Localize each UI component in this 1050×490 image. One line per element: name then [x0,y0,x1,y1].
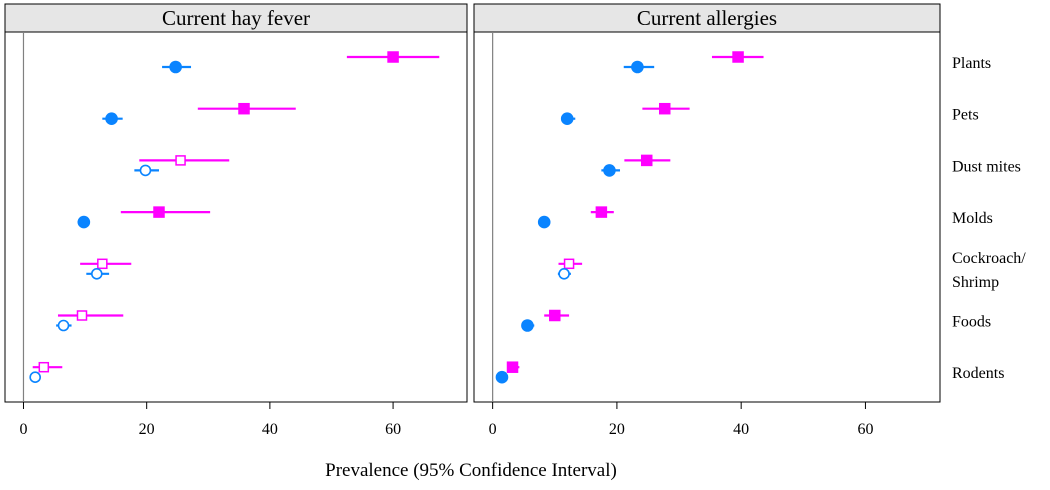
panel-strip [4,3,468,33]
point-square [658,102,671,115]
x-axis-label: Prevalence (95% Confidence Interval) [325,460,617,481]
category-labels: Plants Pets Dust mites Molds Cockroach/Shrim… [952,55,1026,382]
point-circle [537,215,551,229]
point-square [549,309,561,322]
panel-2: Current allergies 0 20 40 60 [473,3,941,438]
point-square [175,155,186,166]
point-circle [603,164,616,177]
point-square [506,361,519,373]
plot-frame [4,31,468,403]
point-square [38,361,50,373]
point-circle [57,319,70,332]
panel-title: Current allergies [637,6,777,30]
x-tick-label: 20 [139,421,155,438]
point-square [153,206,165,218]
point-circle [77,215,91,229]
point-circle [558,267,570,280]
point-square [387,51,399,63]
x-tick-label: 60 [385,421,401,438]
point-circle [139,164,152,177]
point-circle [495,370,509,384]
point-square [595,206,608,218]
point-circle [29,371,41,384]
category-label: Pets [952,107,979,124]
point-circle [105,112,118,125]
x-tick-label: 40 [733,421,749,438]
x-tick-label: 0 [19,421,27,438]
panel-title: Current hay fever [162,6,310,30]
panel-strip [473,3,941,33]
point-square [238,102,250,115]
category-label: Dust mites [952,158,1021,175]
x-tick-label: 40 [262,421,278,438]
category-label: Foods [952,314,991,331]
x-tick-label: 60 [857,421,873,438]
point-square [732,51,744,63]
point-square [97,258,108,270]
plot-frame [473,31,941,403]
point-circle [521,319,534,332]
category-label: Cockroach/Shrimp [952,250,1026,291]
point-circle [560,112,574,125]
category-label: Plants [952,55,991,72]
point-square [563,258,575,270]
x-tick-label: 20 [609,421,625,438]
category-label: Molds [952,210,993,227]
point-circle [90,267,103,280]
point-circle [169,60,182,74]
point-square [76,310,88,321]
category-label: Rodents [952,365,1004,382]
point-circle [631,60,644,74]
x-tick-label: 0 [489,421,497,438]
panel-1: Current hay fever 0 20 40 60 [4,3,468,438]
point-square [640,154,653,167]
